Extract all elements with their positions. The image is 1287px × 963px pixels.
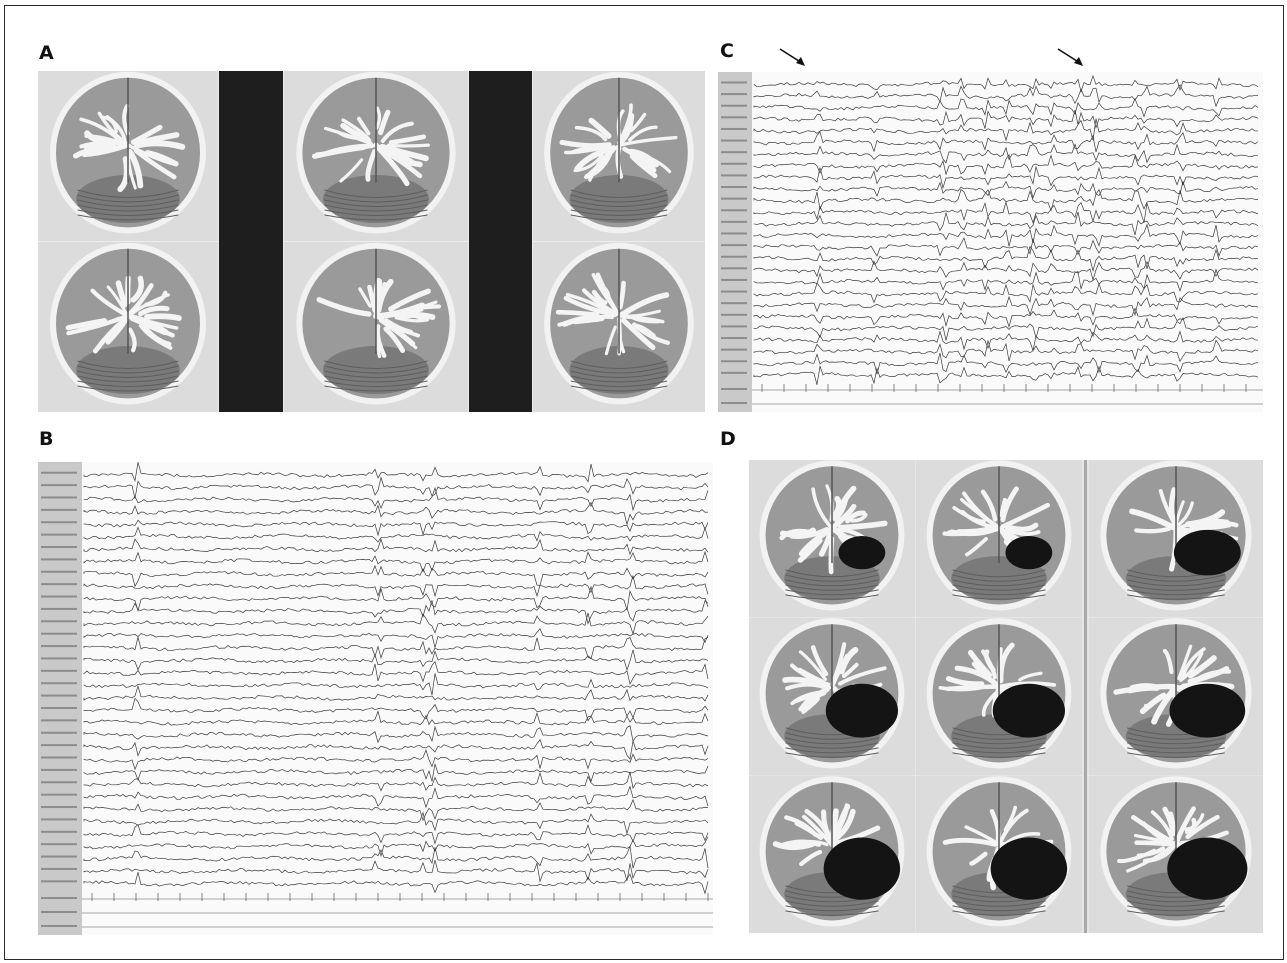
panel-label-a: A: [39, 42, 54, 64]
mri-slice: [38, 242, 218, 412]
figure-frame: [4, 5, 1284, 960]
mri-slice: [1089, 776, 1263, 933]
panel-label-c: C: [720, 40, 734, 62]
mri-slice: [284, 71, 468, 241]
mri-slice: [916, 460, 1082, 617]
mri-slice: [749, 460, 915, 617]
mri-slice: [38, 71, 218, 241]
panel-divider: [1084, 460, 1087, 933]
mri-slice: [1089, 460, 1263, 617]
mri-slice: [916, 618, 1082, 775]
panel-d-mri: [749, 460, 1263, 933]
mri-slice: [749, 618, 915, 775]
scan-divider: [469, 71, 532, 412]
panel-label-d: D: [720, 428, 736, 450]
mri-slice: [749, 776, 915, 933]
scan-divider: [219, 71, 283, 412]
mri-slice: [284, 242, 468, 412]
panel-b-eeg: [38, 462, 713, 935]
mri-slice: [916, 776, 1082, 933]
mri-slice: [533, 71, 705, 241]
panel-label-b: B: [39, 428, 54, 450]
mri-slice: [1089, 618, 1263, 775]
panel-a-mri: [38, 71, 705, 412]
arrow-marker: [1056, 46, 1086, 72]
mri-slice: [533, 242, 705, 412]
panel-c-eeg: [718, 72, 1263, 412]
arrow-marker: [778, 46, 808, 72]
